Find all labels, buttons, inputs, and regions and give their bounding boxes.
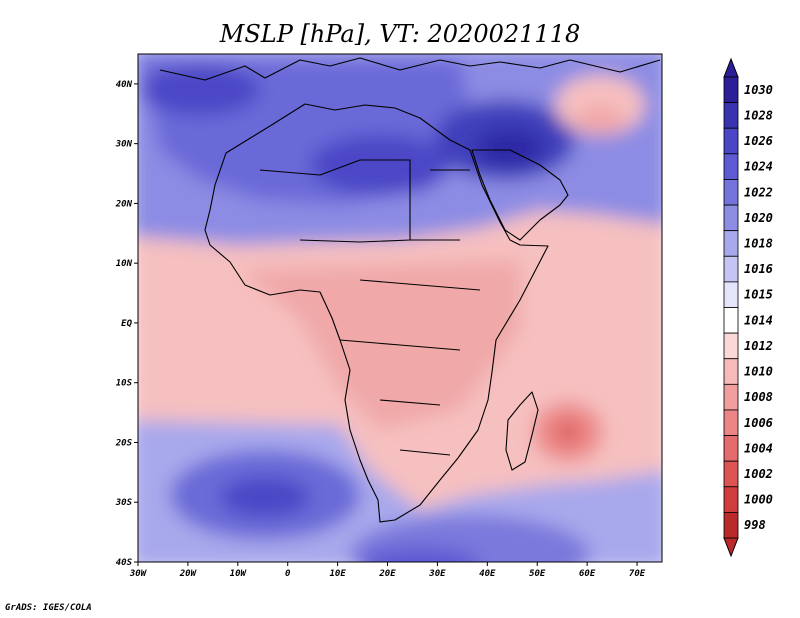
y-tick-label: 30N [115, 140, 133, 150]
x-tick-label: 0 [285, 569, 291, 579]
colorbar-label: 1000 [744, 493, 773, 507]
y-tick-label: 10S [116, 379, 133, 389]
central-africa-low [240, 260, 520, 430]
y-tick-label: 20N [115, 199, 133, 209]
iran-low-inner [575, 105, 625, 135]
y-tick-label: 40S [116, 558, 133, 568]
map-frame [137, 53, 663, 563]
colorbar-label: 998 [744, 518, 766, 532]
south-atlantic-high-core [220, 477, 310, 517]
country-borders [259, 159, 481, 456]
coastlines-and-borders [159, 57, 661, 523]
colorbar-label: 1030 [744, 83, 773, 97]
colorbar-swatch [723, 281, 739, 308]
x-tick-label: 50E [529, 569, 546, 579]
colorbar-swatch [723, 332, 739, 360]
y-tick-label: 40N [116, 80, 133, 90]
pressure-field [138, 54, 662, 562]
colorbar-label: 1016 [744, 262, 773, 276]
x-axis: 30W 20W 10W 0 10E 20E 30E 40E 50E 60E 70E [129, 562, 646, 579]
tropical-cyclone-core [554, 420, 582, 444]
colorbar-swatch [723, 204, 739, 232]
chart-title: MSLP [hPa], VT: 2020021118 [219, 20, 580, 48]
x-tick-label: 20E [378, 569, 396, 579]
x-tick-label: 60E [579, 569, 596, 579]
colorbar-label: 1004 [744, 441, 773, 455]
colorbar-swatch [723, 358, 739, 385]
grads-credit: GrADS: IGES/COLA [5, 603, 92, 613]
colorbar-swatch [723, 179, 739, 206]
colorbar-label: 1014 [744, 313, 773, 327]
y-tick-label: EQ [121, 319, 132, 329]
africa-coastline [204, 103, 549, 523]
colorbar-swatch [723, 230, 739, 257]
colorbar-label: 1006 [744, 416, 773, 430]
x-tick-label: 10W [230, 569, 248, 579]
sahara-high-core [310, 135, 450, 195]
colorbar-swatch [723, 102, 739, 129]
x-tick-label: 10E [329, 569, 346, 579]
x-tick-label: 70E [629, 569, 646, 579]
colorbar: 1030 1028 1026 1024 1022 1020 1018 1016 1015 1014… [723, 57, 773, 558]
west-med-high [140, 65, 260, 115]
colorbar-high-arrow [723, 57, 739, 78]
colorbar-label: 1010 [744, 365, 773, 379]
y-tick-label: 30S [115, 498, 133, 508]
arabian-peninsula-coastline [471, 149, 569, 241]
europe-coastline [159, 57, 661, 81]
colorbar-swatch [723, 511, 739, 539]
colorbar-label: 1028 [744, 108, 773, 122]
colorbar-label: 1024 [744, 160, 773, 174]
colorbar-label: 1015 [744, 288, 773, 302]
colorbar-swatch [723, 460, 739, 488]
colorbar-label: 1026 [744, 134, 773, 148]
colorbar-label: 1012 [744, 339, 773, 353]
colorbar-swatch [723, 307, 739, 334]
colorbar-label: 1022 [744, 185, 773, 199]
y-axis: 40N 30N 20N 10N EQ 10S 20S 30S 40S [115, 80, 138, 568]
x-tick-label: 40E [479, 569, 496, 579]
colorbar-swatch [723, 76, 739, 104]
colorbar-label: 1018 [744, 236, 773, 250]
x-tick-label: 30W [129, 569, 148, 579]
colorbar-swatch [723, 435, 739, 462]
colorbar-swatch [723, 153, 739, 180]
y-tick-label: 10N [116, 259, 133, 269]
colorbar-low-arrow [723, 537, 739, 558]
madagascar-coastline [505, 391, 539, 471]
x-tick-label: 30E [428, 569, 446, 579]
x-tick-label: 20W [179, 569, 198, 579]
colorbar-label: 1020 [744, 211, 773, 225]
colorbar-swatch [723, 255, 739, 283]
colorbar-swatch [723, 486, 739, 513]
arabian-high-core [475, 128, 545, 168]
y-tick-label: 20S [115, 438, 133, 448]
colorbar-swatch [723, 409, 739, 436]
colorbar-swatch [723, 127, 739, 155]
colorbar-label: 1002 [744, 467, 773, 481]
colorbar-swatch [723, 383, 739, 411]
colorbar-label: 1008 [744, 390, 773, 404]
indian-ocean-high-core [360, 547, 480, 562]
